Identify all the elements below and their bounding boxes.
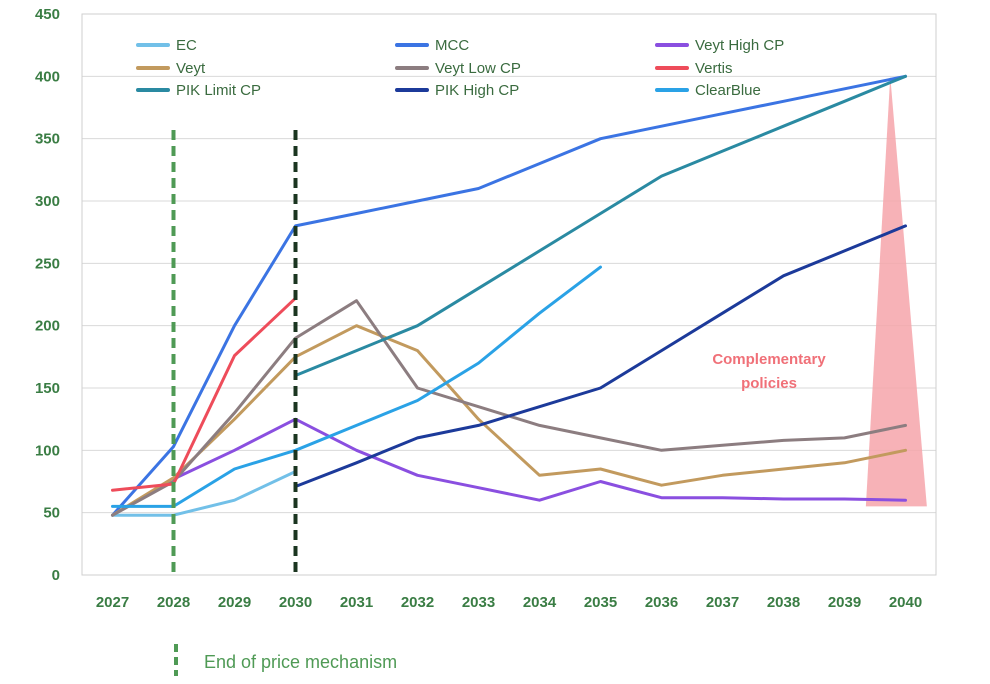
y-tick-label: 0 bbox=[52, 567, 60, 584]
y-tick-label: 400 bbox=[35, 68, 60, 85]
x-tick-label: 2038 bbox=[767, 594, 800, 611]
x-tick-label: 2033 bbox=[462, 594, 495, 611]
annotation-line-1: Complementary bbox=[712, 351, 826, 368]
legend-item-veyt-low-cp: Veyt Low CP bbox=[395, 60, 521, 77]
x-axis-tick-labels: 2027 2028 2029 2030 2031 2032 2033 2034 2035 2036… bbox=[96, 594, 922, 611]
legend-item-pik-limit-cp: PIK Limit CP bbox=[136, 82, 261, 99]
annotation-line-2: policies bbox=[741, 375, 797, 392]
series-line-veyt-high-cp bbox=[172, 417, 907, 502]
legend-label: EC bbox=[176, 37, 197, 54]
legend: EC MCC Veyt High CP Veyt Veyt Low CP Vertis PI… bbox=[136, 37, 784, 99]
plot-frame bbox=[81, 13, 937, 576]
y-tick-label: 200 bbox=[35, 318, 60, 335]
gridlines bbox=[81, 13, 937, 576]
x-tick-label: 2027 bbox=[96, 594, 129, 611]
y-tick-label: 300 bbox=[35, 193, 60, 210]
x-tick-label: 2034 bbox=[523, 594, 557, 611]
x-tick-label: 2039 bbox=[828, 594, 861, 611]
legend-label: ClearBlue bbox=[695, 82, 761, 99]
series-line-pik-limit-cp bbox=[294, 74, 907, 377]
series-line-ec bbox=[111, 470, 297, 517]
x-tick-label: 2028 bbox=[157, 594, 190, 611]
legend-label: PIK High CP bbox=[435, 82, 519, 99]
legend-item-ec: EC bbox=[136, 37, 197, 54]
y-tick-label: 250 bbox=[35, 255, 60, 272]
series-line-vertis bbox=[111, 296, 297, 492]
x-tick-label: 2035 bbox=[584, 594, 617, 611]
series-line-veyt bbox=[111, 324, 907, 517]
x-tick-label: 2036 bbox=[645, 594, 678, 611]
x-tick-label: 2032 bbox=[401, 594, 434, 611]
x-tick-label: 2029 bbox=[218, 594, 251, 611]
legend-item-pik-high-cp: PIK High CP bbox=[395, 82, 519, 99]
legend-item-clearblue: ClearBlue bbox=[655, 82, 761, 99]
legend-item-vertis: Vertis bbox=[655, 60, 733, 77]
vertical-marker-lines bbox=[171, 130, 298, 575]
legend-label: Veyt bbox=[176, 60, 206, 77]
series-line-pik-high-cp bbox=[294, 224, 907, 488]
series-line-clearblue bbox=[111, 265, 602, 508]
complementary-policies-region bbox=[865, 76, 927, 507]
y-tick-label: 100 bbox=[35, 442, 60, 459]
y-axis-tick-labels: 0 50 100 150 200 250 300 350 400 450 bbox=[35, 6, 60, 584]
y-tick-label: 350 bbox=[35, 131, 60, 148]
legend-item-veyt-high-cp: Veyt High CP bbox=[655, 37, 784, 54]
y-tick-label: 50 bbox=[43, 505, 60, 522]
legend-label: MCC bbox=[435, 37, 469, 54]
x-tick-label: 2040 bbox=[889, 594, 922, 611]
y-tick-label: 450 bbox=[35, 6, 60, 23]
x-tick-label: 2030 bbox=[279, 594, 312, 611]
legend-label: Veyt High CP bbox=[695, 37, 784, 54]
x-tick-label: 2037 bbox=[706, 594, 739, 611]
legend-label: Veyt Low CP bbox=[435, 60, 521, 77]
series-lines bbox=[111, 74, 907, 517]
legend-label: PIK Limit CP bbox=[176, 82, 261, 99]
legend-item-veyt: Veyt bbox=[136, 60, 206, 77]
legend-label: Vertis bbox=[695, 60, 733, 77]
legend-item-mcc: MCC bbox=[395, 37, 469, 54]
y-tick-label: 150 bbox=[35, 380, 60, 397]
x-tick-label: 2031 bbox=[340, 594, 373, 611]
footer-marker-label: End of price mechanism bbox=[204, 652, 397, 672]
series-line-mcc bbox=[111, 74, 907, 517]
